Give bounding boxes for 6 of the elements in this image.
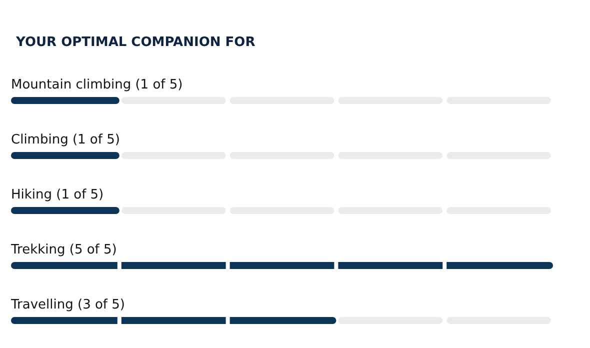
y-tick-label: Mountain climbing (1 of 5) xyxy=(11,78,183,92)
chart-title: YOUR OPTIMAL COMPANION FOR xyxy=(15,35,256,50)
y-tick-label: Travelling (3 of 5) xyxy=(10,298,125,312)
y-tick-label: Hiking (1 of 5) xyxy=(11,188,104,202)
y-tick-label: Trekking (5 of 5) xyxy=(10,242,117,258)
y-tick-label: Climbing (1 of 5) xyxy=(11,132,120,148)
